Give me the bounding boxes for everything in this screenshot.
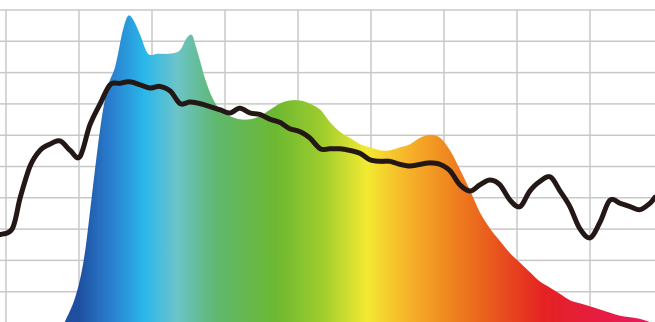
intensity-line bbox=[0, 79, 655, 241]
intensity-line-layer bbox=[0, 79, 655, 241]
spectrum-area-layer bbox=[64, 15, 650, 322]
spectrum-area bbox=[64, 15, 650, 322]
